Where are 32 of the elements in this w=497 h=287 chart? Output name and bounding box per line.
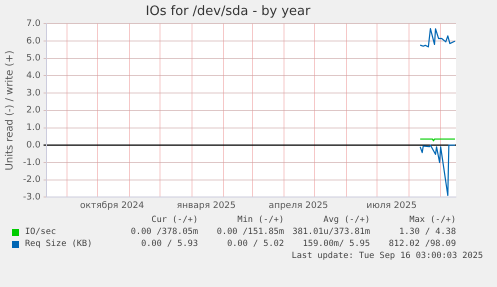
text: Min (-/+) [236,214,284,226]
text: 1.30 / 4.38 [398,226,456,238]
text: 0.00 /378.05m [130,226,198,238]
text: 381.01u/373.81m [291,226,370,238]
y-axis-title: Units read (-) / write (+) [4,50,16,170]
y-tick-label: 0.0 [26,140,41,150]
x-tick-label: октября 2024 [80,200,144,211]
y-tick-label: -1.0 [23,158,41,168]
text: 0.00 /151.85m [216,226,284,238]
y-tick-label: 1.0 [26,123,41,134]
text: Last update: Tue Sep 16 03:00:03 2025 [290,250,484,262]
x-tick-label: апреля 2025 [268,200,328,211]
text: Avg (-/+) [322,214,370,226]
y-tick-label: 6.0 [26,36,41,46]
y-tick-label: -3.0 [23,192,41,203]
text: 812.02 /98.09 [388,238,456,250]
x-tick-label: июля 2025 [366,200,417,211]
y-tick-label: 2.0 [26,106,41,116]
text: 0.00 / 5.02 [226,238,284,250]
text: Cur (-/+) [150,214,198,226]
legend-label: Req Size (KB) [25,238,94,250]
text: Max (-/+) [408,214,456,226]
y-tick-label: 3.0 [26,88,41,98]
y-tick-label: 5.0 [26,54,41,64]
text: 0.00 / 5.93 [140,238,198,250]
legend-label: IO/sec [25,226,58,238]
y-tick-label: 4.0 [26,71,41,82]
y-tick-label: -2.0 [23,175,41,186]
chart-title: IOs for /dev/sda - by year [146,4,312,20]
x-tick-label: января 2025 [176,200,236,211]
text: 159.00m/ 5.95 [302,238,370,250]
y-tick-label: 7.0 [26,18,41,29]
